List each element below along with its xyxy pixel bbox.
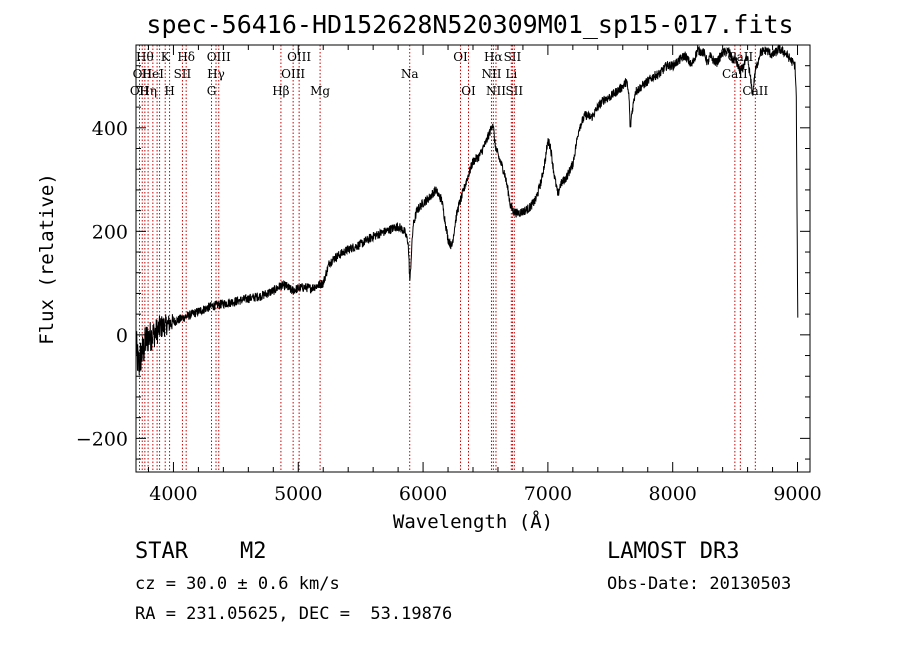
spectral-line-label: Na [401,67,419,81]
spectral-line-label: SII [504,50,522,64]
spectral-line-label: SII [505,84,523,98]
spectral-line-label: OII [130,84,150,98]
spectral-line-label: OI [453,50,468,64]
spectral-line-label: NII [486,84,506,98]
x-tick-label: 7000 [524,483,572,505]
plot-frame [135,44,811,473]
spectral-line-label: Hδ [177,50,195,64]
spectral-line-label: Hθ [136,50,154,64]
spectral-line-label: Hγ [207,67,225,81]
spectral-line-label: CaII [742,84,768,98]
spectral-line-label: CaII [722,67,748,81]
x-tick-label: 4000 [149,483,197,505]
redshift-text: cz = 30.0 ± 0.6 km/s [135,574,340,594]
spectral-line-label: OII [133,67,153,81]
y-tick-label: 400 [92,118,128,140]
spectral-line-label: NII [481,67,501,81]
flux-series-line [135,44,799,375]
y-tick-label: 0 [116,325,128,347]
spectral-line-label: Hη [139,84,157,98]
chart-title: spec-56416-HD152628N520309M01_sp15-017.f… [146,10,793,39]
x-axis-label: Wavelength (Å) [393,510,553,533]
y-tick-label: −200 [76,428,128,450]
spectral-line-label: Hβ [272,84,289,98]
spectral-line-label: OIII [281,67,305,81]
x-tick-label: 9000 [773,483,821,505]
object-subclass: M2 [240,539,267,564]
spectral-line-label: OI [461,84,476,98]
spectral-line-labels: OIIOIIHθHηHeIKHSIIHδGHγOIIIHβOIIIOIIIMgN… [130,50,769,98]
spectral-line-label: HeI [142,67,165,81]
spectral-line-label: SII [174,67,192,81]
spectral-line-label: Hα [484,50,503,64]
obs-date-text: Obs-Date: 20130503 [607,574,792,594]
spectral-line-label: Mg [310,84,330,98]
x-tick-label: 6000 [399,483,447,505]
x-tick-label: 8000 [649,483,697,505]
spectral-line-label: Li [505,67,517,81]
spectral-line-label: OIII [207,50,231,64]
spectral-line-label: H [164,84,174,98]
spectral-line-markers [138,45,756,472]
object-class: STAR [135,539,188,564]
y-tick-label: 200 [92,221,128,243]
y-axis: −200 0 200 400 [76,65,810,460]
coordinates-text: RA = 231.05625, DEC = 53.19876 [135,604,453,624]
x-tick-label: 5000 [274,483,322,505]
y-axis-label: Flux (relative) [36,173,58,345]
survey-name: LAMOST DR3 [607,539,740,564]
spectral-line-label: G [207,84,217,98]
spectral-line-label: OIII [287,50,311,64]
spectral-line-label: K [161,50,171,64]
x-axis: 4000 5000 6000 7000 8000 9000 [147,45,822,505]
